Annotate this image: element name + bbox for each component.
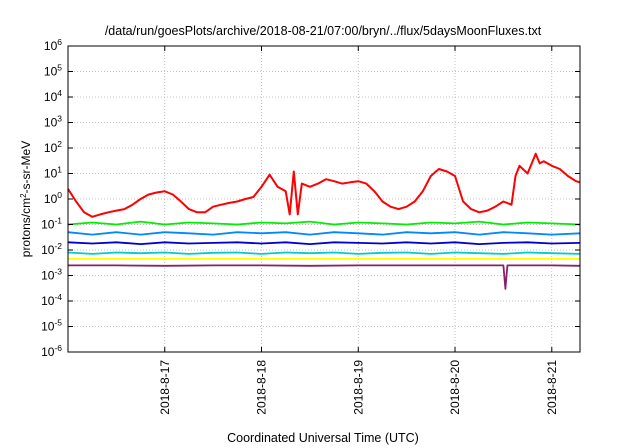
- series-line-5: [67, 251, 581, 255]
- y-tick-label: 100: [44, 190, 62, 206]
- y-axis-label-sup: 2: [19, 193, 28, 198]
- y-tick-label-base: 10: [41, 243, 55, 257]
- y-tick-label-base: 10: [41, 269, 55, 283]
- y-tick-label: 105: [44, 63, 62, 79]
- y-tick-label: 10-6: [41, 343, 62, 359]
- y-tick-label-exponent: 1: [57, 165, 62, 175]
- y-tick-label-exponent: -6: [54, 343, 62, 353]
- x-tick-label: 2018-8-18: [255, 360, 269, 415]
- y-tick-label: 10-5: [41, 318, 62, 334]
- y-tick-label-exponent: -4: [54, 292, 62, 302]
- y-tick-label: 101: [44, 165, 62, 181]
- y-tick-label-exponent: 0: [57, 190, 62, 200]
- y-axis-label-main: protons/cm: [19, 198, 33, 257]
- y-tick-label-base: 10: [44, 65, 58, 79]
- y-tick-label-base: 10: [44, 39, 58, 53]
- y-tick-label: 104: [44, 88, 62, 104]
- x-tick-label: 2018-8-17: [158, 360, 172, 415]
- y-tick-label-exponent: -3: [54, 267, 62, 277]
- y-tick-label: 10-1: [41, 216, 62, 232]
- y-tick-label-base: 10: [44, 90, 58, 104]
- y-tick-label-base: 10: [41, 294, 55, 308]
- x-axis-ticks: 2018-8-17 2018-8-18 2018-8-19 2018-8-20 2018…: [158, 46, 559, 415]
- y-axis-ticks: 10-610-510-410-310-210-11001011021031041…: [41, 37, 580, 359]
- y-tick-label-exponent: -5: [54, 318, 62, 328]
- series-line-3: [67, 231, 581, 236]
- data-series: [67, 152, 581, 290]
- y-tick-label-base: 10: [41, 320, 55, 334]
- series-line-2: [67, 220, 581, 226]
- y-axis-label-rest: -s-sr-MeV: [19, 141, 33, 194]
- y-tick-label-exponent: -1: [54, 216, 62, 226]
- y-tick-label-base: 10: [44, 192, 58, 206]
- y-tick-label-base: 10: [41, 218, 55, 232]
- x-tick-label: 2018-8-20: [448, 360, 462, 415]
- y-tick-label: 102: [44, 139, 62, 155]
- y-tick-label-base: 10: [44, 167, 58, 181]
- y-tick-label: 103: [44, 114, 62, 130]
- y-tick-label-exponent: 3: [57, 114, 62, 124]
- y-tick-label-exponent: 4: [57, 88, 62, 98]
- chart-title: /data/run/goesPlots/archive/2018-08-21/0…: [105, 24, 542, 38]
- grid-lines: [68, 46, 580, 352]
- y-tick-label-exponent: 5: [57, 63, 62, 73]
- x-axis-label: Coordinated Universal Time (UTC): [227, 431, 419, 445]
- y-tick-label: 106: [44, 37, 62, 53]
- y-tick-label: 10-2: [41, 241, 62, 257]
- y-tick-label-base: 10: [41, 345, 55, 359]
- series-line-1: [67, 152, 581, 218]
- y-tick-label-exponent: 2: [57, 139, 62, 149]
- y-tick-label-exponent: 6: [57, 37, 62, 47]
- y-axis-label: protons/cm2-s-sr-MeV: [19, 141, 34, 257]
- y-tick-label-base: 10: [44, 116, 58, 130]
- y-tick-label-exponent: -2: [54, 241, 62, 251]
- x-tick-label: 2018-8-21: [545, 360, 559, 415]
- series-line-4: [67, 241, 581, 246]
- series-line-7: [68, 264, 581, 290]
- x-tick-label: 2018-8-19: [351, 360, 365, 415]
- y-tick-label: 10-4: [41, 292, 62, 308]
- y-tick-label: 10-3: [41, 267, 62, 283]
- y-tick-label-base: 10: [44, 141, 58, 155]
